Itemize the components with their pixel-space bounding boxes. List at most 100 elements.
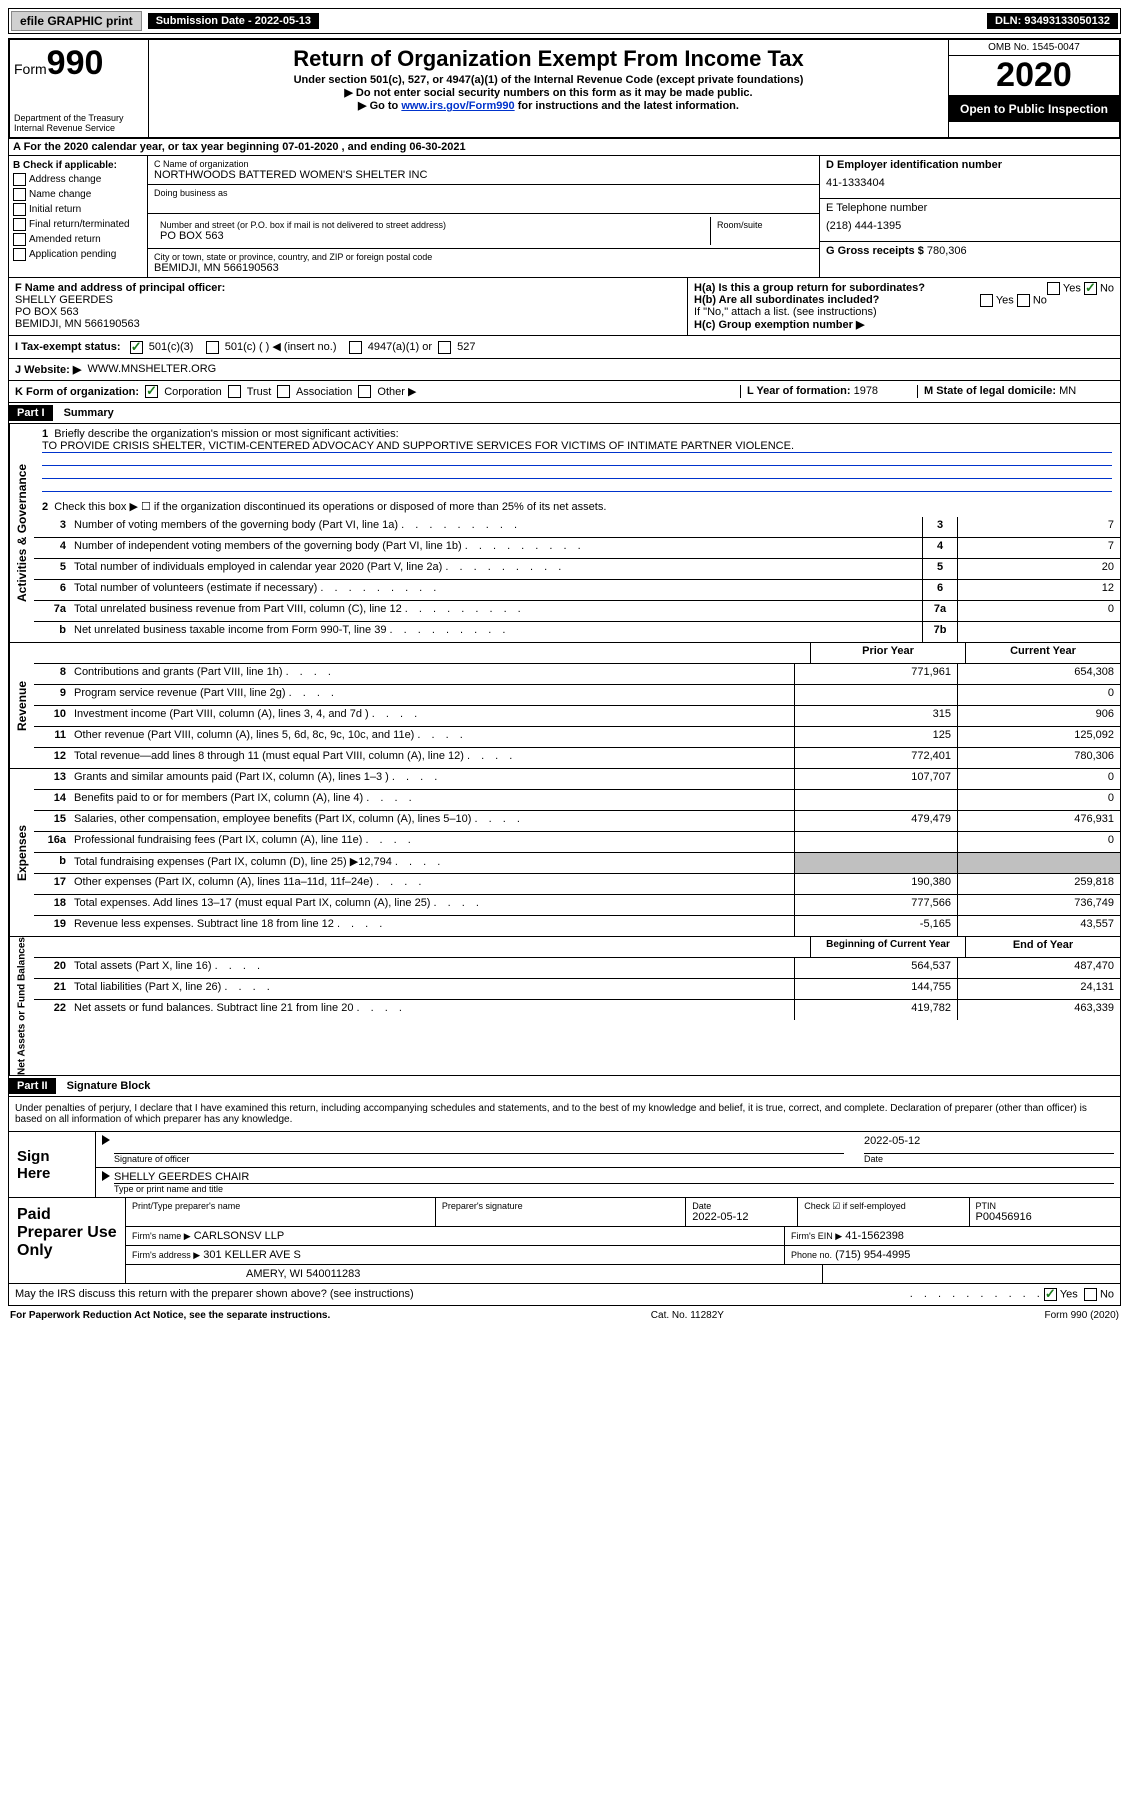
table-row: 8Contributions and grants (Part VIII, li… — [34, 664, 1120, 685]
form-number: Form990 — [14, 44, 144, 83]
table-row: 5Total number of individuals employed in… — [34, 559, 1120, 580]
part2-title: Signature Block — [59, 1078, 159, 1094]
mission-text: TO PROVIDE CRISIS SHELTER, VICTIM-CENTER… — [42, 440, 1112, 453]
form-title: Return of Organization Exempt From Incom… — [153, 46, 944, 72]
arrow-icon — [102, 1135, 110, 1145]
side-na: Net Assets or Fund Balances — [9, 937, 34, 1075]
website-value: WWW.MNSHELTER.ORG — [87, 363, 216, 376]
table-row: 15Salaries, other compensation, employee… — [34, 811, 1120, 832]
hb-label: H(b) Are all subordinates included? — [694, 294, 879, 306]
section-bcd: B Check if applicable: Address change Na… — [8, 156, 1121, 278]
side-ag: Activities & Governance — [9, 424, 34, 642]
check-initial[interactable] — [13, 203, 26, 216]
form-subtitle-1: Under section 501(c), 527, or 4947(a)(1)… — [153, 74, 944, 86]
submission-date: Submission Date - 2022-05-13 — [148, 13, 319, 29]
phone-label: E Telephone number — [826, 202, 1114, 214]
table-row: 10Investment income (Part VIII, column (… — [34, 706, 1120, 727]
open-public-label: Open to Public Inspection — [949, 96, 1119, 122]
row-website: J Website: ▶ WWW.MNSHELTER.ORG — [8, 359, 1121, 381]
activities-governance: Activities & Governance 1 Briefly descri… — [8, 424, 1121, 643]
check-other[interactable] — [358, 385, 371, 398]
check-assoc[interactable] — [277, 385, 290, 398]
omb-number: OMB No. 1545-0047 — [949, 40, 1119, 56]
form-subtitle-2: ▶ Do not enter social security numbers o… — [153, 86, 944, 99]
ha-label: H(a) Is this a group return for subordin… — [694, 282, 925, 294]
table-row: bNet unrelated business taxable income f… — [34, 622, 1120, 642]
discuss-yes[interactable] — [1044, 1288, 1057, 1301]
table-row: 7aTotal unrelated business revenue from … — [34, 601, 1120, 622]
gross-label: G Gross receipts $ — [826, 245, 924, 257]
side-rev: Revenue — [9, 643, 34, 768]
form-subtitle-3: ▶ Go to www.irs.gov/Form990 for instruct… — [153, 99, 944, 112]
dept-label: Department of the Treasury Internal Reve… — [14, 113, 144, 133]
declaration-text: Under penalties of perjury, I declare th… — [8, 1097, 1121, 1132]
dba-label: Doing business as — [154, 188, 813, 198]
table-row: 3Number of voting members of the governi… — [34, 517, 1120, 538]
gross-value: 780,306 — [927, 245, 967, 257]
col-b-header: B Check if applicable: — [13, 160, 117, 171]
dln-label: DLN: 93493133050132 — [987, 13, 1118, 29]
top-bar: efile GRAPHIC print Submission Date - 20… — [8, 8, 1121, 34]
check-501c[interactable] — [206, 341, 219, 354]
city-label: City or town, state or province, country… — [154, 252, 813, 262]
check-527[interactable] — [438, 341, 451, 354]
sign-here: Sign Here Signature of officer 2022-05-1… — [8, 1132, 1121, 1198]
room-label: Room/suite — [717, 220, 807, 230]
table-row: bTotal fundraising expenses (Part IX, co… — [34, 853, 1120, 874]
check-pending[interactable] — [13, 248, 26, 261]
revenue-section: Revenue Prior Year Current Year 8Contrib… — [8, 643, 1121, 769]
officer-name: SHELLY GEERDES — [15, 294, 681, 306]
check-name[interactable] — [13, 188, 26, 201]
hb-yes[interactable] — [980, 294, 993, 307]
ha-no[interactable] — [1084, 282, 1097, 295]
org-city: BEMIDJI, MN 566190563 — [154, 262, 813, 274]
table-row: 16aProfessional fundraising fees (Part I… — [34, 832, 1120, 853]
org-name-label: C Name of organization — [154, 159, 813, 169]
discuss-no[interactable] — [1084, 1288, 1097, 1301]
check-amended[interactable] — [13, 233, 26, 246]
expenses-section: Expenses 13Grants and similar amounts pa… — [8, 769, 1121, 937]
side-exp: Expenses — [9, 769, 34, 936]
ein-label: D Employer identification number — [826, 159, 1114, 171]
hb-note: If "No," attach a list. (see instruction… — [694, 306, 1114, 318]
officer-addr1: PO BOX 563 — [15, 306, 681, 318]
table-row: 9Program service revenue (Part VIII, lin… — [34, 685, 1120, 706]
check-final[interactable] — [13, 218, 26, 231]
table-row: 12Total revenue—add lines 8 through 11 (… — [34, 748, 1120, 768]
irs-link[interactable]: www.irs.gov/Form990 — [401, 100, 514, 112]
org-name: NORTHWOODS BATTERED WOMEN'S SHELTER INC — [154, 169, 813, 181]
hc-label: H(c) Group exemption number ▶ — [694, 318, 1114, 331]
addr-label: Number and street (or P.O. box if mail i… — [160, 220, 704, 230]
officer-addr2: BEMIDJI, MN 566190563 — [15, 318, 681, 330]
officer-label: F Name and address of principal officer: — [15, 282, 681, 294]
check-corp[interactable] — [145, 385, 158, 398]
row-k: K Form of organization: Corporation Trus… — [8, 381, 1121, 404]
check-501c3[interactable] — [130, 341, 143, 354]
table-row: 20Total assets (Part X, line 16) . . . .… — [34, 958, 1120, 979]
paid-preparer: Paid Preparer Use Only Print/Type prepar… — [8, 1198, 1121, 1284]
org-address: PO BOX 563 — [160, 230, 704, 242]
form-header: Form990 Department of the Treasury Inter… — [8, 38, 1121, 139]
check-4947[interactable] — [349, 341, 362, 354]
row-f: F Name and address of principal officer:… — [8, 278, 1121, 336]
table-row: 6Total number of volunteers (estimate if… — [34, 580, 1120, 601]
table-row: 17Other expenses (Part IX, column (A), l… — [34, 874, 1120, 895]
discuss-question: May the IRS discuss this return with the… — [15, 1288, 910, 1301]
part2-header: Part II — [9, 1078, 56, 1094]
table-row: 13Grants and similar amounts paid (Part … — [34, 769, 1120, 790]
row-tax-status: I Tax-exempt status: 501(c)(3) 501(c) ( … — [8, 336, 1121, 359]
tax-year: 2020 — [949, 56, 1119, 96]
table-row: 4Number of independent voting members of… — [34, 538, 1120, 559]
hb-no[interactable] — [1017, 294, 1030, 307]
ein-value: 41-1333404 — [826, 171, 1114, 195]
page-footer: For Paperwork Reduction Act Notice, see … — [8, 1306, 1121, 1325]
check-trust[interactable] — [228, 385, 241, 398]
efile-print-button[interactable]: efile GRAPHIC print — [11, 11, 142, 31]
net-assets-section: Net Assets or Fund Balances Beginning of… — [8, 937, 1121, 1076]
ha-yes[interactable] — [1047, 282, 1060, 295]
table-row: 18Total expenses. Add lines 13–17 (must … — [34, 895, 1120, 916]
row-a-period: A For the 2020 calendar year, or tax yea… — [8, 139, 1121, 156]
check-address[interactable] — [13, 173, 26, 186]
part1-header: Part I — [9, 405, 53, 421]
table-row: 11Other revenue (Part VIII, column (A), … — [34, 727, 1120, 748]
